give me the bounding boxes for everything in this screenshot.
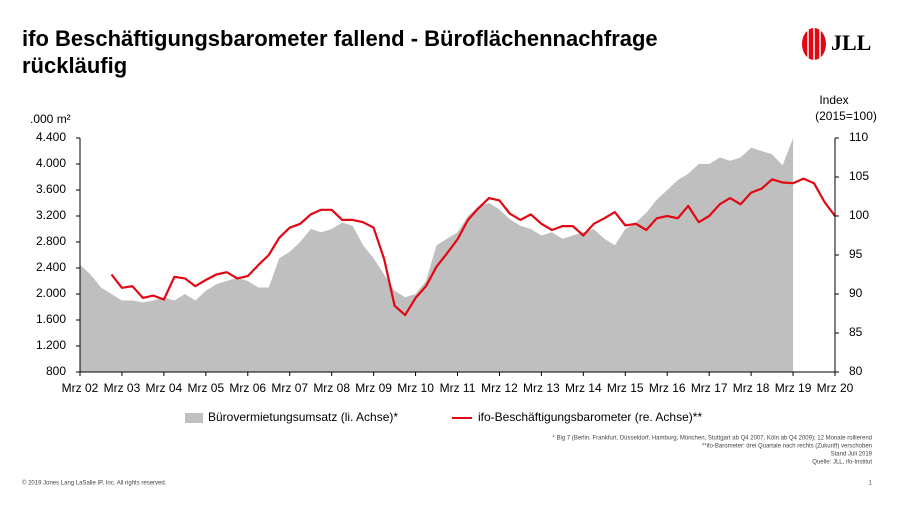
y-tick-label: 2.000 [36,286,66,300]
logo-text: JLL [831,30,871,55]
x-tick-label: Mrz 04 [146,381,183,395]
x-tick-label: Mrz 16 [649,381,686,395]
title-line: rückläufig [22,53,127,78]
page-number: 1 [869,481,873,487]
x-tick-label: Mrz 19 [775,381,812,395]
x-tick-label: Mrz 13 [523,381,560,395]
line [110,177,836,317]
x-tick-label: Mrz 05 [187,381,224,395]
y-tick-label: 800 [46,364,66,378]
legend-label: ifo-Beschäftigungsbarometer (re. Achse)*… [478,410,702,424]
y2-axis-label: Index [819,93,848,107]
copyright: © 2019 Jones Lang LaSalle IP, Inc. All r… [22,480,167,487]
y2-tick-label: 85 [849,325,863,339]
x-tick-label: Mrz 10 [397,381,434,395]
y2-tick-label: 110 [849,130,868,144]
x-tick-label: Mrz 14 [565,381,602,395]
x-tick-label: Mrz 09 [355,381,392,395]
y2-tick-label: 80 [849,364,863,378]
y-tick-label: 1.200 [36,338,66,352]
y-axis-label: .000 m² [30,112,71,126]
y-tick-label: 4.000 [36,156,66,170]
y-tick-label: 1.600 [36,312,66,326]
footnote: Quelle: JLL, ifo-Institut [812,460,872,466]
y-tick-label: 2.400 [36,260,66,274]
x-tick-label: Mrz 11 [440,381,476,395]
y-tick-label: 2.800 [36,234,66,248]
x-tick-label: Mrz 06 [229,381,266,395]
y2-tick-label: 100 [849,208,869,222]
footnote: * Big 7 (Berlin, Frankfurt, Düsseldorf, … [552,436,872,442]
x-tick-label: Mrz 15 [607,381,644,395]
legend-label: Bürovermietungsumsatz (li. Achse)* [208,410,398,424]
y-tick-label: 3.600 [36,182,66,196]
x-tick-label: Mrz 20 [817,381,854,395]
y2-tick-label: 95 [849,247,863,261]
y-tick-label: 4.400 [36,130,66,144]
x-tick-label: Mrz 07 [271,381,308,395]
title-line: ifo Beschäftigungsbarometer fallend - Bü… [22,26,658,51]
logo-mark [802,28,826,60]
x-tick-label: Mrz 03 [104,381,141,395]
y2-axis-label: (2015=100) [815,109,877,123]
footnote: Stand Juli 2019 [831,452,873,458]
y2-tick-label: 105 [849,169,869,183]
footnote: **ifo-Barometer: drei Quartale nach rech… [702,444,872,450]
x-tick-label: Mrz 17 [691,381,728,395]
x-tick-label: Mrz 18 [733,381,770,395]
area [80,138,794,372]
x-tick-label: Mrz 12 [481,381,518,395]
y-tick-label: 3.200 [36,208,66,222]
y2-tick-label: 90 [849,286,863,300]
x-tick-label: Mrz 08 [313,381,350,395]
legend-swatch [185,413,203,423]
x-tick-label: Mrz 02 [62,381,99,395]
